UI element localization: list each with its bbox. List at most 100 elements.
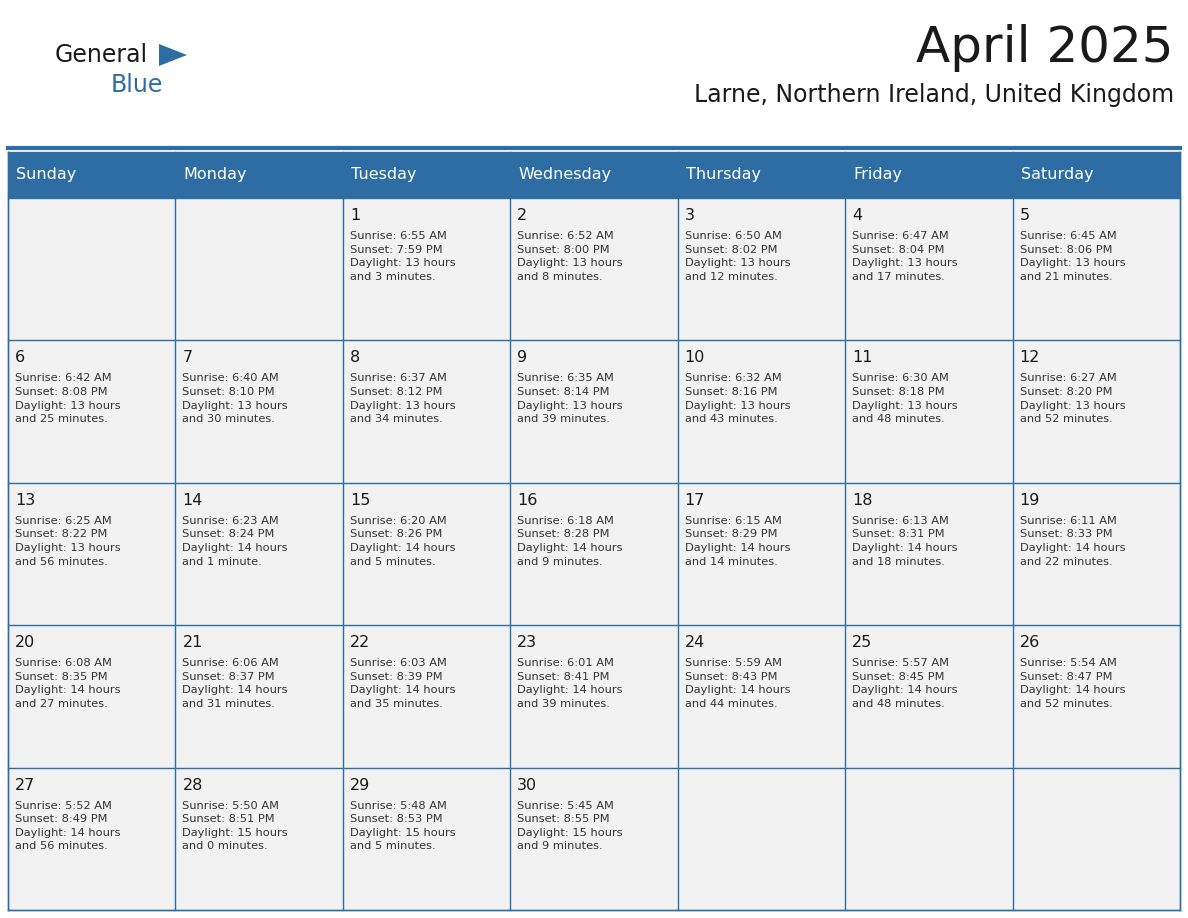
Text: 29: 29: [349, 778, 371, 792]
Bar: [845, 767, 1012, 910]
Bar: [1012, 198, 1180, 341]
Bar: [845, 483, 1012, 625]
Text: Sunrise: 6:40 AM
Sunset: 8:10 PM
Daylight: 13 hours
and 30 minutes.: Sunrise: 6:40 AM Sunset: 8:10 PM Dayligh…: [183, 374, 287, 424]
Text: 4: 4: [852, 208, 862, 223]
Bar: [1012, 625, 1180, 767]
Text: 21: 21: [183, 635, 203, 650]
Text: Sunrise: 6:30 AM
Sunset: 8:18 PM
Daylight: 13 hours
and 48 minutes.: Sunrise: 6:30 AM Sunset: 8:18 PM Dayligh…: [852, 374, 958, 424]
Bar: [511, 767, 677, 910]
Text: Sunrise: 5:45 AM
Sunset: 8:55 PM
Daylight: 15 hours
and 9 minutes.: Sunrise: 5:45 AM Sunset: 8:55 PM Dayligh…: [517, 800, 623, 851]
Text: Sunrise: 6:55 AM
Sunset: 7:59 PM
Daylight: 13 hours
and 3 minutes.: Sunrise: 6:55 AM Sunset: 7:59 PM Dayligh…: [349, 231, 455, 282]
Bar: [1012, 152, 1180, 198]
Text: Sunrise: 6:15 AM
Sunset: 8:29 PM
Daylight: 14 hours
and 14 minutes.: Sunrise: 6:15 AM Sunset: 8:29 PM Dayligh…: [684, 516, 790, 566]
Bar: [176, 767, 343, 910]
Text: Sunrise: 6:23 AM
Sunset: 8:24 PM
Daylight: 14 hours
and 1 minute.: Sunrise: 6:23 AM Sunset: 8:24 PM Dayligh…: [183, 516, 287, 566]
Bar: [677, 198, 845, 341]
Bar: [8, 483, 176, 625]
Bar: [511, 152, 677, 198]
Text: Sunrise: 6:32 AM
Sunset: 8:16 PM
Daylight: 13 hours
and 43 minutes.: Sunrise: 6:32 AM Sunset: 8:16 PM Dayligh…: [684, 374, 790, 424]
Bar: [845, 341, 1012, 483]
Text: 25: 25: [852, 635, 872, 650]
Text: 9: 9: [517, 351, 527, 365]
Bar: [343, 152, 511, 198]
Bar: [176, 341, 343, 483]
Text: 30: 30: [517, 778, 537, 792]
Text: 19: 19: [1019, 493, 1040, 508]
Text: April 2025: April 2025: [916, 24, 1174, 72]
Text: Sunrise: 5:59 AM
Sunset: 8:43 PM
Daylight: 14 hours
and 44 minutes.: Sunrise: 5:59 AM Sunset: 8:43 PM Dayligh…: [684, 658, 790, 709]
Text: 15: 15: [349, 493, 371, 508]
Text: 28: 28: [183, 778, 203, 792]
Text: 10: 10: [684, 351, 706, 365]
Text: 5: 5: [1019, 208, 1030, 223]
Bar: [176, 483, 343, 625]
Text: Sunrise: 5:54 AM
Sunset: 8:47 PM
Daylight: 14 hours
and 52 minutes.: Sunrise: 5:54 AM Sunset: 8:47 PM Dayligh…: [1019, 658, 1125, 709]
Text: 14: 14: [183, 493, 203, 508]
Text: Wednesday: Wednesday: [518, 167, 612, 183]
Text: 26: 26: [1019, 635, 1040, 650]
Text: 7: 7: [183, 351, 192, 365]
Text: Sunrise: 6:27 AM
Sunset: 8:20 PM
Daylight: 13 hours
and 52 minutes.: Sunrise: 6:27 AM Sunset: 8:20 PM Dayligh…: [1019, 374, 1125, 424]
Text: Sunrise: 6:47 AM
Sunset: 8:04 PM
Daylight: 13 hours
and 17 minutes.: Sunrise: 6:47 AM Sunset: 8:04 PM Dayligh…: [852, 231, 958, 282]
Text: 23: 23: [517, 635, 537, 650]
Bar: [8, 198, 176, 341]
Bar: [343, 483, 511, 625]
Bar: [176, 625, 343, 767]
Bar: [343, 198, 511, 341]
Text: Sunrise: 6:50 AM
Sunset: 8:02 PM
Daylight: 13 hours
and 12 minutes.: Sunrise: 6:50 AM Sunset: 8:02 PM Dayligh…: [684, 231, 790, 282]
Text: Sunrise: 6:45 AM
Sunset: 8:06 PM
Daylight: 13 hours
and 21 minutes.: Sunrise: 6:45 AM Sunset: 8:06 PM Dayligh…: [1019, 231, 1125, 282]
Text: 11: 11: [852, 351, 873, 365]
Text: Sunrise: 6:20 AM
Sunset: 8:26 PM
Daylight: 14 hours
and 5 minutes.: Sunrise: 6:20 AM Sunset: 8:26 PM Dayligh…: [349, 516, 455, 566]
Bar: [511, 198, 677, 341]
Bar: [677, 483, 845, 625]
Text: Sunrise: 6:11 AM
Sunset: 8:33 PM
Daylight: 14 hours
and 22 minutes.: Sunrise: 6:11 AM Sunset: 8:33 PM Dayligh…: [1019, 516, 1125, 566]
Text: Sunrise: 6:42 AM
Sunset: 8:08 PM
Daylight: 13 hours
and 25 minutes.: Sunrise: 6:42 AM Sunset: 8:08 PM Dayligh…: [15, 374, 121, 424]
Text: 1: 1: [349, 208, 360, 223]
Bar: [677, 767, 845, 910]
Bar: [8, 625, 176, 767]
Text: Sunrise: 5:52 AM
Sunset: 8:49 PM
Daylight: 14 hours
and 56 minutes.: Sunrise: 5:52 AM Sunset: 8:49 PM Dayligh…: [15, 800, 120, 851]
Text: Sunrise: 6:08 AM
Sunset: 8:35 PM
Daylight: 14 hours
and 27 minutes.: Sunrise: 6:08 AM Sunset: 8:35 PM Dayligh…: [15, 658, 120, 709]
Text: Sunrise: 6:52 AM
Sunset: 8:00 PM
Daylight: 13 hours
and 8 minutes.: Sunrise: 6:52 AM Sunset: 8:00 PM Dayligh…: [517, 231, 623, 282]
Text: Monday: Monday: [183, 167, 247, 183]
Bar: [343, 341, 511, 483]
Text: 16: 16: [517, 493, 538, 508]
Text: 13: 13: [15, 493, 36, 508]
Bar: [8, 152, 176, 198]
Bar: [343, 767, 511, 910]
Bar: [8, 767, 176, 910]
Text: 2: 2: [517, 208, 527, 223]
Bar: [8, 341, 176, 483]
Text: 22: 22: [349, 635, 371, 650]
Text: Sunrise: 5:50 AM
Sunset: 8:51 PM
Daylight: 15 hours
and 0 minutes.: Sunrise: 5:50 AM Sunset: 8:51 PM Dayligh…: [183, 800, 287, 851]
Text: Sunrise: 5:57 AM
Sunset: 8:45 PM
Daylight: 14 hours
and 48 minutes.: Sunrise: 5:57 AM Sunset: 8:45 PM Dayligh…: [852, 658, 958, 709]
Text: 27: 27: [15, 778, 36, 792]
Text: Tuesday: Tuesday: [350, 167, 416, 183]
Text: General: General: [55, 43, 148, 67]
Text: Sunday: Sunday: [15, 167, 76, 183]
Bar: [677, 152, 845, 198]
Bar: [176, 152, 343, 198]
Text: 17: 17: [684, 493, 706, 508]
Bar: [511, 483, 677, 625]
Text: Blue: Blue: [110, 73, 164, 97]
Bar: [1012, 341, 1180, 483]
Text: Sunrise: 6:06 AM
Sunset: 8:37 PM
Daylight: 14 hours
and 31 minutes.: Sunrise: 6:06 AM Sunset: 8:37 PM Dayligh…: [183, 658, 287, 709]
Text: Saturday: Saturday: [1020, 167, 1093, 183]
Bar: [677, 625, 845, 767]
Polygon shape: [159, 44, 187, 66]
Text: Larne, Northern Ireland, United Kingdom: Larne, Northern Ireland, United Kingdom: [694, 83, 1174, 107]
Text: 18: 18: [852, 493, 873, 508]
Text: Sunrise: 6:37 AM
Sunset: 8:12 PM
Daylight: 13 hours
and 34 minutes.: Sunrise: 6:37 AM Sunset: 8:12 PM Dayligh…: [349, 374, 455, 424]
Text: 8: 8: [349, 351, 360, 365]
Bar: [511, 341, 677, 483]
Bar: [845, 152, 1012, 198]
Text: 12: 12: [1019, 351, 1040, 365]
Text: Sunrise: 6:13 AM
Sunset: 8:31 PM
Daylight: 14 hours
and 18 minutes.: Sunrise: 6:13 AM Sunset: 8:31 PM Dayligh…: [852, 516, 958, 566]
Text: Friday: Friday: [853, 167, 902, 183]
Bar: [176, 198, 343, 341]
Text: Thursday: Thursday: [685, 167, 760, 183]
Bar: [845, 625, 1012, 767]
Bar: [677, 341, 845, 483]
Text: 20: 20: [15, 635, 36, 650]
